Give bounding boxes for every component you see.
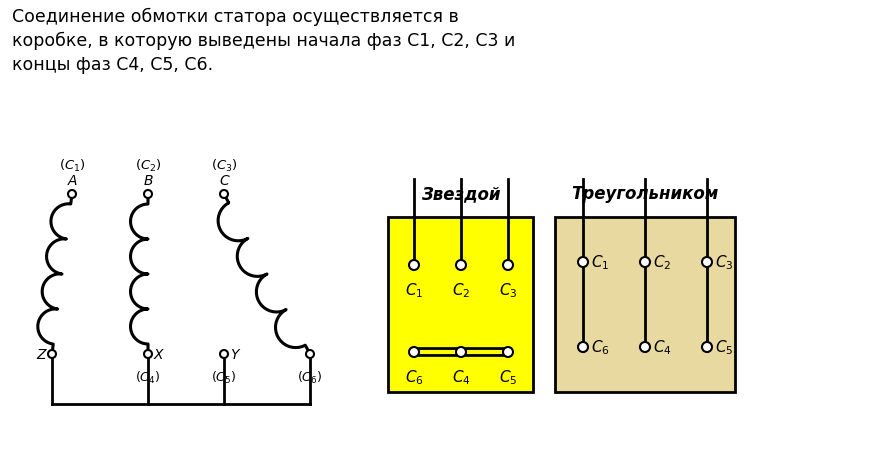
Text: B: B — [143, 174, 153, 188]
Text: $(C_5)$: $(C_5)$ — [211, 369, 236, 385]
Text: C: C — [219, 174, 229, 188]
Text: Звездой: Звездой — [421, 185, 500, 203]
Circle shape — [701, 258, 711, 268]
Bar — [388, 218, 533, 392]
Circle shape — [701, 342, 711, 352]
Text: $(C_2)$: $(C_2)$ — [135, 158, 161, 174]
Text: $C_6$: $C_6$ — [590, 338, 609, 357]
Circle shape — [455, 260, 466, 270]
Circle shape — [144, 350, 152, 358]
Circle shape — [502, 260, 513, 270]
Text: $C_2$: $C_2$ — [451, 280, 469, 299]
Text: $(C_6)$: $(C_6)$ — [297, 369, 322, 385]
Text: Треугольником: Треугольником — [571, 185, 718, 203]
Text: $(C_4)$: $(C_4)$ — [136, 369, 161, 385]
Circle shape — [48, 350, 56, 358]
Circle shape — [577, 258, 587, 268]
Circle shape — [408, 347, 419, 357]
Text: Z: Z — [36, 347, 46, 361]
Circle shape — [502, 347, 513, 357]
Circle shape — [306, 350, 314, 358]
Text: $C_1$: $C_1$ — [404, 280, 422, 299]
Text: Y: Y — [229, 347, 238, 361]
Text: X: X — [154, 347, 163, 361]
Text: $(C_1)$: $(C_1)$ — [58, 158, 85, 174]
Text: $C_1$: $C_1$ — [590, 253, 608, 272]
Text: $C_4$: $C_4$ — [653, 338, 671, 357]
Circle shape — [640, 258, 649, 268]
Circle shape — [408, 260, 419, 270]
Circle shape — [68, 190, 76, 198]
Text: Соединение обмотки статора осуществляется в
коробке, в которую выведены начала ф: Соединение обмотки статора осуществляетс… — [12, 8, 514, 74]
Text: $C_5$: $C_5$ — [714, 338, 733, 357]
Text: $C_3$: $C_3$ — [714, 253, 733, 272]
Circle shape — [220, 190, 228, 198]
Circle shape — [577, 342, 587, 352]
Bar — [554, 218, 734, 392]
Circle shape — [640, 342, 649, 352]
Circle shape — [144, 190, 152, 198]
Text: $C_5$: $C_5$ — [498, 367, 516, 386]
Text: $C_6$: $C_6$ — [404, 367, 423, 386]
Text: $C_4$: $C_4$ — [451, 367, 470, 386]
Circle shape — [220, 350, 228, 358]
Text: $C_3$: $C_3$ — [498, 280, 517, 299]
Text: $(C_3)$: $(C_3)$ — [210, 158, 237, 174]
Circle shape — [455, 347, 466, 357]
Text: A: A — [67, 174, 76, 188]
Text: $C_2$: $C_2$ — [653, 253, 671, 272]
